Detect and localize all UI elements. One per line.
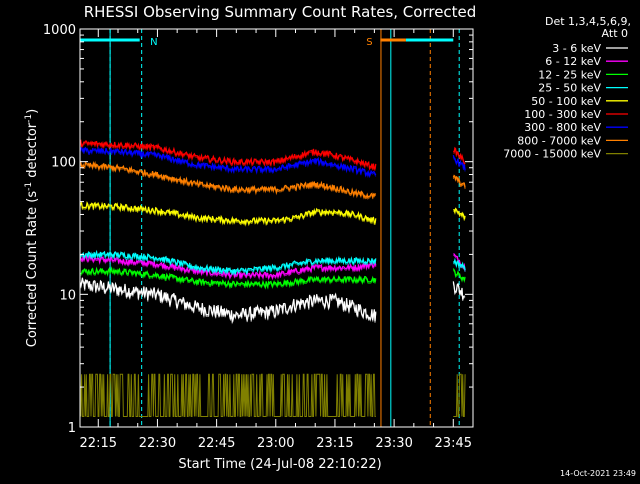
y-axis-label-sup1: -1: [24, 182, 34, 191]
series-7: [79, 160, 466, 200]
legend-label-4: 50 - 100 keV: [531, 95, 601, 108]
legend-label-7: 800 - 7000 keV: [517, 134, 601, 147]
legend-label-1: 6 - 12 keV: [545, 55, 601, 68]
series-line-shadow-3: [79, 251, 466, 276]
flag-label-0: N: [150, 37, 157, 48]
y-axis-label: Corrected Count Rate (s-1 detector-1): [24, 109, 40, 347]
y-axis-label-mid: detector: [25, 122, 40, 182]
x-tick-label-1: 22:30: [139, 436, 176, 451]
y-tick-label-2: 100: [51, 156, 76, 171]
legend-label-8: 7000 - 15000 keV: [503, 148, 601, 161]
x-tick-label-6: 23:45: [435, 436, 472, 451]
legend-label-2: 12 - 25 keV: [538, 68, 601, 81]
series-line-8: [79, 373, 466, 417]
series-line-shadow-7: [79, 162, 466, 200]
y-axis-label-sup2: -1: [24, 114, 34, 123]
series-2: [79, 266, 466, 290]
legend-header-line-1: Det 1,3,4,5,6,9,: [545, 15, 631, 28]
series-5: [79, 139, 466, 171]
timestamp: 14-Oct-2021 23:49: [560, 469, 636, 478]
x-tick-label-4: 23:15: [316, 436, 353, 451]
x-tick-label-2: 22:45: [198, 436, 235, 451]
legend-label-3: 25 - 50 keV: [538, 82, 601, 95]
x-tick-label-0: 22:15: [80, 436, 117, 451]
series-4: [79, 201, 466, 227]
y-tick-label-1: 10: [59, 288, 76, 303]
legend-label-0: 3 - 6 keV: [552, 42, 601, 55]
y-axis-label-end: ): [25, 109, 40, 114]
x-axis: 22:15 22:30 22:45 23:00 23:15 23:30 23:45: [80, 29, 474, 451]
y-tick-label-0: 1: [68, 421, 76, 436]
legend-header: Det 1,3,4,5,6,9, Att 0: [545, 15, 631, 40]
series-8: [79, 373, 466, 417]
flag-label-1: S: [366, 37, 372, 48]
series-line-shadow-2: [79, 267, 466, 290]
legend-label-6: 300 - 800 keV: [524, 121, 601, 134]
y-axis: 1 10 100 1000: [43, 23, 473, 436]
x-tick-label-3: 23:00: [257, 436, 294, 451]
x-tick-label-5: 23:30: [375, 436, 412, 451]
series-line-shadow-6: [79, 148, 466, 179]
chart-title: RHESSI Observing Summary Count Rates, Co…: [84, 3, 477, 21]
series-0: [79, 277, 466, 325]
series-3: [79, 249, 466, 276]
legend-label-5: 100 - 300 keV: [524, 108, 601, 121]
series-line-shadow-0: [79, 279, 466, 325]
x-axis-label: Start Time (24-Jul-08 22:10:22): [178, 457, 381, 472]
plot-frame: [79, 28, 474, 428]
y-tick-label-3: 1000: [43, 23, 76, 38]
y-axis-label-main: Corrected Count Rate (s: [25, 191, 40, 348]
legend-header-line-2: Att 0: [602, 27, 628, 40]
series-line-shadow-4: [79, 202, 466, 227]
series-6: [79, 146, 466, 179]
series-line-shadow-5: [79, 141, 466, 171]
